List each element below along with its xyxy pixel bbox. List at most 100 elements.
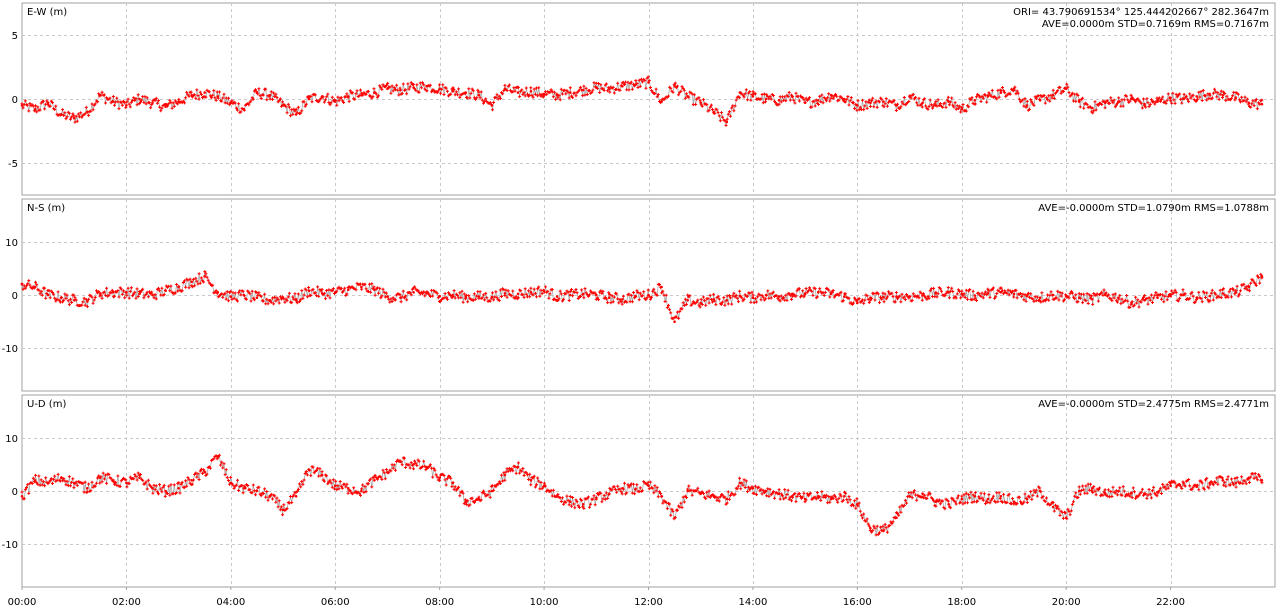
data-point	[59, 476, 63, 480]
data-point	[986, 292, 990, 295]
data-point	[856, 104, 859, 107]
data-point	[216, 455, 220, 458]
data-point	[1143, 299, 1146, 302]
data-point	[334, 291, 337, 294]
data-point	[673, 320, 676, 324]
data-point	[882, 529, 885, 533]
data-point	[33, 107, 37, 111]
data-point	[451, 481, 455, 485]
data-point	[373, 288, 376, 292]
data-point	[334, 100, 337, 103]
data-point	[986, 95, 990, 98]
data-point	[1104, 492, 1107, 496]
data-point	[1012, 500, 1016, 504]
data-point	[947, 291, 950, 294]
data-point	[425, 292, 428, 295]
data-point	[1156, 490, 1159, 494]
data-point	[281, 508, 285, 512]
data-point	[412, 463, 415, 466]
data-point	[203, 275, 206, 278]
y-tick-label: -5	[8, 159, 18, 170]
data-point	[360, 93, 363, 97]
data-point	[790, 495, 794, 498]
data-point	[895, 104, 898, 107]
data-point	[581, 292, 585, 296]
data-point	[320, 473, 324, 477]
data-point	[1130, 301, 1133, 305]
data-point	[803, 497, 807, 501]
data-point	[608, 296, 611, 300]
y-tick-label: 10	[5, 238, 18, 249]
data-point	[843, 97, 846, 101]
data-point	[764, 97, 768, 101]
data-point	[1143, 492, 1146, 496]
data-point	[529, 90, 533, 93]
data-point	[843, 295, 846, 298]
data-point	[1221, 292, 1225, 295]
data-point	[934, 104, 937, 107]
data-point	[699, 492, 702, 496]
data-point	[451, 293, 455, 297]
x-tick-label: 16:00	[843, 597, 872, 608]
data-point	[608, 492, 611, 496]
data-point	[1077, 296, 1081, 300]
data-point	[882, 295, 885, 299]
x-tick-label: 12:00	[634, 597, 663, 608]
data-point	[464, 295, 468, 299]
data-point	[1208, 92, 1211, 96]
data-point	[764, 489, 768, 493]
data-point	[294, 495, 298, 498]
data-point	[947, 503, 950, 506]
data-point	[973, 294, 977, 297]
data-point	[320, 95, 324, 98]
data-point	[1064, 294, 1068, 298]
data-point	[647, 484, 650, 488]
data-point	[634, 294, 637, 298]
data-point	[86, 300, 89, 303]
data-point	[203, 91, 206, 94]
y-tick-label: 0	[12, 291, 18, 302]
data-point	[973, 99, 977, 102]
data-point	[490, 489, 494, 493]
data-point	[1234, 291, 1238, 294]
data-point	[33, 479, 37, 482]
data-point	[738, 481, 742, 485]
panel-ylabel: U-D (m)	[27, 399, 66, 410]
data-point	[164, 289, 167, 293]
panel-ylabel: E-W (m)	[27, 7, 67, 18]
data-point	[581, 88, 585, 92]
data-point	[503, 473, 507, 477]
data-point	[72, 116, 76, 120]
data-point	[869, 296, 872, 300]
data-point	[673, 516, 676, 519]
data-point	[1051, 505, 1055, 509]
data-point	[294, 298, 298, 301]
data-point	[164, 489, 167, 493]
data-point	[1064, 516, 1068, 519]
y-tick-label: -10	[2, 540, 18, 551]
data-point	[647, 293, 650, 297]
data-point	[869, 101, 872, 105]
data-point	[908, 295, 911, 298]
data-point	[1117, 296, 1120, 300]
data-point	[1064, 87, 1068, 91]
data-point	[660, 285, 663, 289]
data-point	[699, 301, 702, 305]
data-point	[281, 104, 285, 107]
data-point	[503, 87, 507, 91]
data-point	[634, 83, 637, 87]
data-point	[203, 471, 206, 474]
series-markers	[20, 453, 1264, 537]
data-point	[725, 497, 729, 501]
data-point	[438, 294, 442, 298]
data-point	[451, 90, 455, 93]
data-point	[1025, 497, 1029, 501]
data-point	[895, 516, 898, 519]
data-point	[634, 488, 637, 491]
data-point	[399, 460, 402, 464]
data-point	[1260, 275, 1264, 278]
data-point	[242, 487, 246, 490]
data-point	[803, 292, 807, 295]
data-point	[581, 503, 585, 506]
data-point	[177, 487, 180, 490]
